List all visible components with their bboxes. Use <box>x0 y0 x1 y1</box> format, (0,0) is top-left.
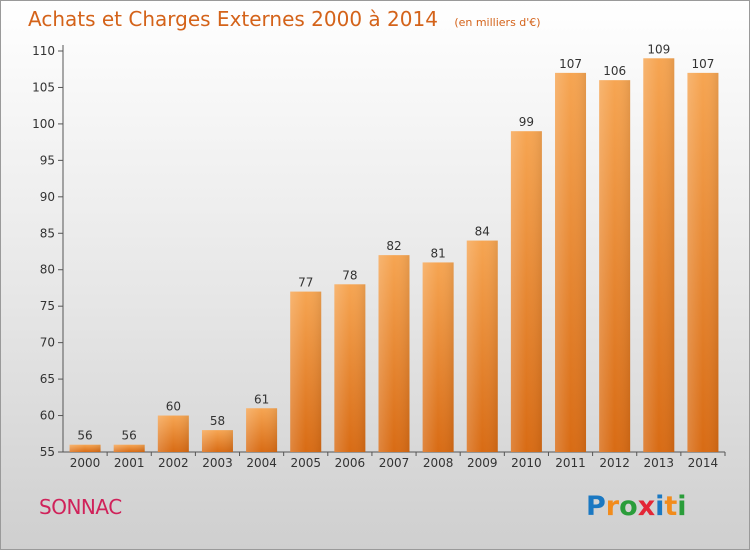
data-label: 82 <box>386 239 401 253</box>
bar-shade <box>599 80 631 452</box>
value-labels: 56 56 60 58 61 77 78 82 81 84 99 107 106 109 107 <box>77 42 714 442</box>
x-tick-label: 2004 <box>246 456 277 470</box>
logo-letter: r <box>605 491 620 522</box>
data-label: 99 <box>519 115 534 129</box>
y-tick-label: 95 <box>40 153 55 167</box>
data-label: 107 <box>691 57 714 71</box>
data-label: 61 <box>254 392 269 406</box>
bar-shade <box>555 72 587 452</box>
logo-letter: t <box>664 491 678 522</box>
x-tick-label: 2000 <box>70 456 101 470</box>
data-label: 77 <box>298 276 313 290</box>
data-label: 107 <box>559 57 582 71</box>
bar-shade <box>334 284 366 452</box>
data-label: 81 <box>430 246 445 260</box>
bar-shade <box>201 430 233 452</box>
data-label: 109 <box>647 42 670 56</box>
chart-subtitle: (en milliers d'€) <box>454 16 541 29</box>
x-tick-label: 2003 <box>202 456 233 470</box>
commune-name: SONNAC <box>39 495 122 519</box>
x-tick-label: 2009 <box>467 456 498 470</box>
y-tick-label: 65 <box>40 372 55 386</box>
x-tick-label: 2002 <box>158 456 189 470</box>
data-label: 106 <box>603 64 626 78</box>
bar-shade <box>157 415 189 452</box>
x-tick-label: 2006 <box>335 456 366 470</box>
logo-letter: o <box>619 491 638 522</box>
logo-letter: x <box>637 491 656 522</box>
data-label: 78 <box>342 268 357 282</box>
logo-letter: i <box>655 491 665 522</box>
data-label: 84 <box>475 225 490 239</box>
y-tick-label: 55 <box>40 445 55 459</box>
logo-letter: P <box>586 491 606 522</box>
logo-letter: i <box>677 491 687 522</box>
data-label: 56 <box>77 429 92 443</box>
y-tick-label: 70 <box>40 336 55 350</box>
x-tick-label: 2007 <box>379 456 410 470</box>
axes: 55 60 65 70 75 80 85 90 95 100 105 110 2000 2001 2002 2… <box>32 44 726 470</box>
y-tick-label: 110 <box>32 44 55 58</box>
x-tick-label: 2012 <box>599 456 630 470</box>
bar-shade <box>466 240 498 452</box>
x-tick-label: 2014 <box>688 456 719 470</box>
x-tick-label: 2008 <box>423 456 454 470</box>
x-tick-label: 2013 <box>644 456 675 470</box>
bar-shade <box>113 444 145 452</box>
x-tick-label: 2010 <box>511 456 542 470</box>
x-tick-label: 2011 <box>555 456 586 470</box>
data-label: 58 <box>210 414 225 428</box>
data-label: 60 <box>166 400 181 414</box>
x-tick-label: 2001 <box>114 456 145 470</box>
bar-shade <box>643 58 675 453</box>
bar-shade <box>510 131 542 452</box>
chart-title: Achats et Charges Externes 2000 à 2014 (… <box>28 7 541 31</box>
y-tick-label: 105 <box>32 80 55 94</box>
bars <box>69 58 719 453</box>
bar-shade <box>69 444 101 452</box>
x-tick-label: 2005 <box>290 456 321 470</box>
data-label: 56 <box>122 429 137 443</box>
y-tick-label: 80 <box>40 263 55 277</box>
bar-shade <box>290 291 322 452</box>
y-tick-label: 60 <box>40 409 55 423</box>
y-tick-label: 85 <box>40 226 55 240</box>
y-tick-label: 90 <box>40 190 55 204</box>
bar-shade <box>422 262 454 452</box>
proxiti-logo: Proxiti <box>586 491 687 522</box>
bar-shade <box>687 72 719 452</box>
y-tick-label: 100 <box>32 117 55 131</box>
bar-shade <box>378 255 410 452</box>
bar-shade <box>246 408 278 452</box>
chart-title-text: Achats et Charges Externes 2000 à 2014 <box>28 7 438 31</box>
y-tick-label: 75 <box>40 299 55 313</box>
